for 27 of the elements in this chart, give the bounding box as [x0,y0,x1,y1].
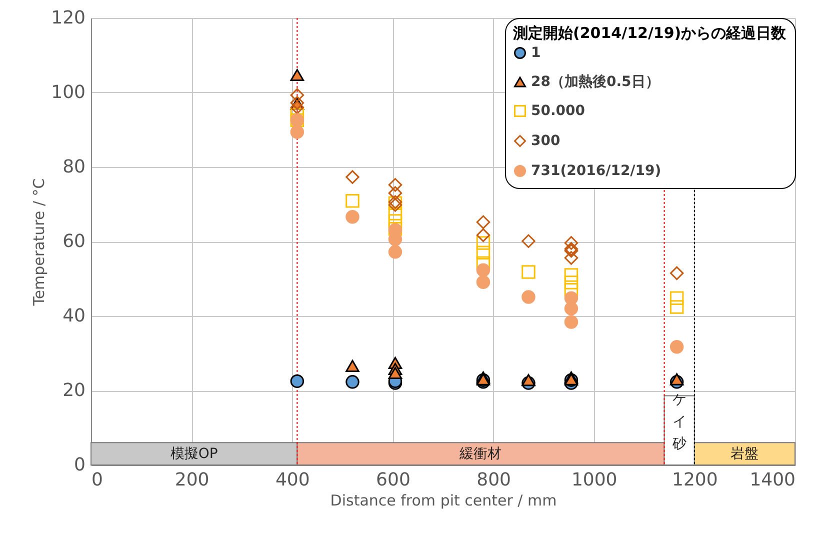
y-axis-title: Temperature / °C [30,178,48,307]
y-tick-label: 0 [74,454,86,476]
y-tick-label: 100 [51,82,86,103]
legend-title: 測定開始(2014/12/19)からの経過日数 [512,24,788,42]
legend-label: 300 [531,133,560,149]
legend-label: 28（加熱後0.5日） [531,74,660,90]
band-label: 岩盤 [730,446,759,462]
x-tick-label: 0 [92,470,103,490]
band-label: 緩衝材 [458,446,502,462]
legend-label: 50.000 [531,103,586,119]
band-label: ケイ砂 [671,392,686,452]
band-label: 模擬OP [170,446,218,462]
y-tick-label: 60 [62,231,86,252]
x-tick-label: 1200 [672,470,718,490]
x-tick-label: 1000 [571,470,618,490]
x-tick-label: 800 [476,470,511,490]
x-tick-label: 200 [174,470,210,490]
y-tick-label: 80 [62,156,86,178]
y-tick-label: 40 [62,306,86,326]
legend-label: 731(2016/12/19) [531,163,662,179]
legend-label: 1 [531,45,541,61]
x-tick-label: 400 [275,470,310,490]
x-tick-label: 1400 [750,470,796,490]
y-tick-label: 20 [62,380,86,401]
y-tick-label: 120 [51,8,86,28]
x-tick-label: 600 [376,470,410,490]
x-axis-title: Distance from pit center / mm [330,492,557,510]
